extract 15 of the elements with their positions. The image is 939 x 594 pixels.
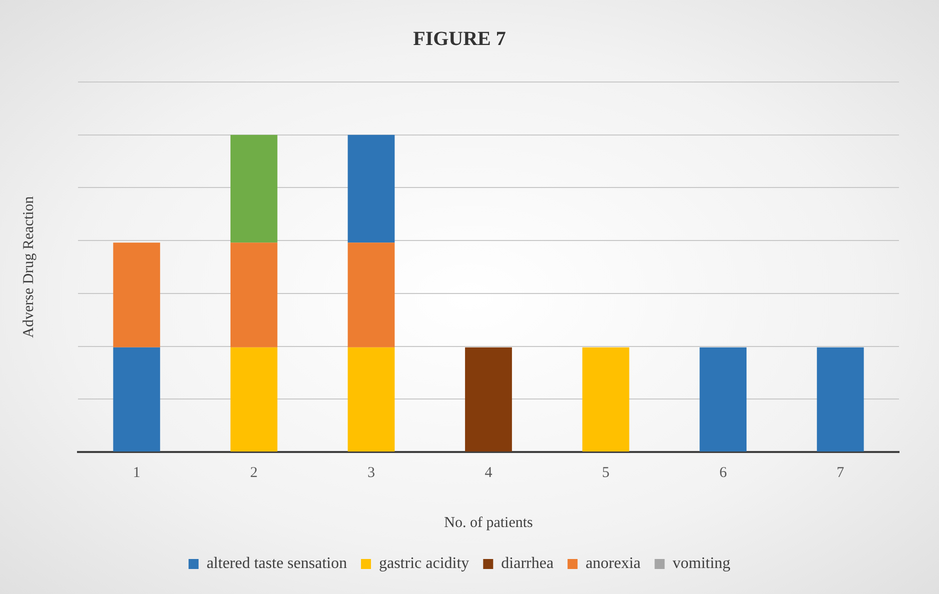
y-axis-title: Adverse Drug Reaction: [20, 196, 37, 338]
legend-label: diarrhea: [501, 555, 554, 572]
x-axis-title: No. of patients: [444, 514, 534, 531]
x-tick-label: 2: [250, 464, 258, 481]
legend-label: gastric acidity: [378, 555, 470, 572]
legend-label: altered taste sensation: [206, 555, 347, 572]
x-tick-label: 5: [602, 464, 610, 481]
x-tick-label: 4: [484, 464, 493, 481]
chart-title: FIGURE 7: [413, 28, 506, 50]
legend-label: vomiting: [672, 555, 730, 572]
x-tick-label: 7: [836, 464, 845, 481]
legend-label: anorexia: [586, 555, 641, 572]
x-tick-label: 1: [132, 464, 140, 481]
x-tick-label: 6: [719, 464, 728, 481]
x-tick-label: 3: [367, 464, 375, 481]
